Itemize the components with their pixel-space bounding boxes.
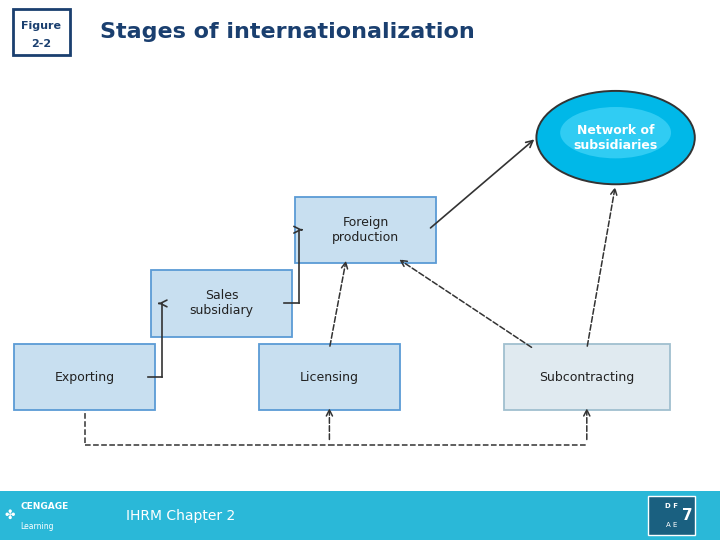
Text: CENGAGE: CENGAGE — [20, 502, 68, 511]
Text: A E: A E — [666, 522, 678, 529]
Text: Subcontracting: Subcontracting — [539, 370, 634, 383]
Text: 7: 7 — [682, 508, 693, 523]
FancyBboxPatch shape — [14, 344, 155, 410]
Text: Licensing: Licensing — [300, 370, 359, 383]
Text: D F: D F — [665, 503, 678, 509]
FancyBboxPatch shape — [504, 344, 670, 410]
Text: IHRM Chapter 2: IHRM Chapter 2 — [126, 509, 235, 523]
FancyBboxPatch shape — [13, 9, 70, 55]
FancyBboxPatch shape — [151, 270, 292, 336]
Text: Sales
subsidiary: Sales subsidiary — [189, 289, 253, 318]
FancyBboxPatch shape — [295, 197, 436, 263]
Ellipse shape — [560, 107, 671, 158]
Ellipse shape — [536, 91, 695, 184]
FancyBboxPatch shape — [0, 491, 720, 540]
Text: 2-2: 2-2 — [32, 39, 51, 49]
Text: Figure: Figure — [22, 21, 61, 31]
Text: Stages of internationalization: Stages of internationalization — [99, 22, 474, 42]
Text: ✤: ✤ — [4, 509, 14, 522]
Text: Network of
subsidiaries: Network of subsidiaries — [573, 124, 658, 152]
FancyBboxPatch shape — [648, 496, 695, 535]
Text: Foreign
production: Foreign production — [332, 215, 399, 244]
Text: Exporting: Exporting — [55, 370, 114, 383]
FancyBboxPatch shape — [259, 344, 400, 410]
Text: Learning: Learning — [20, 522, 54, 531]
